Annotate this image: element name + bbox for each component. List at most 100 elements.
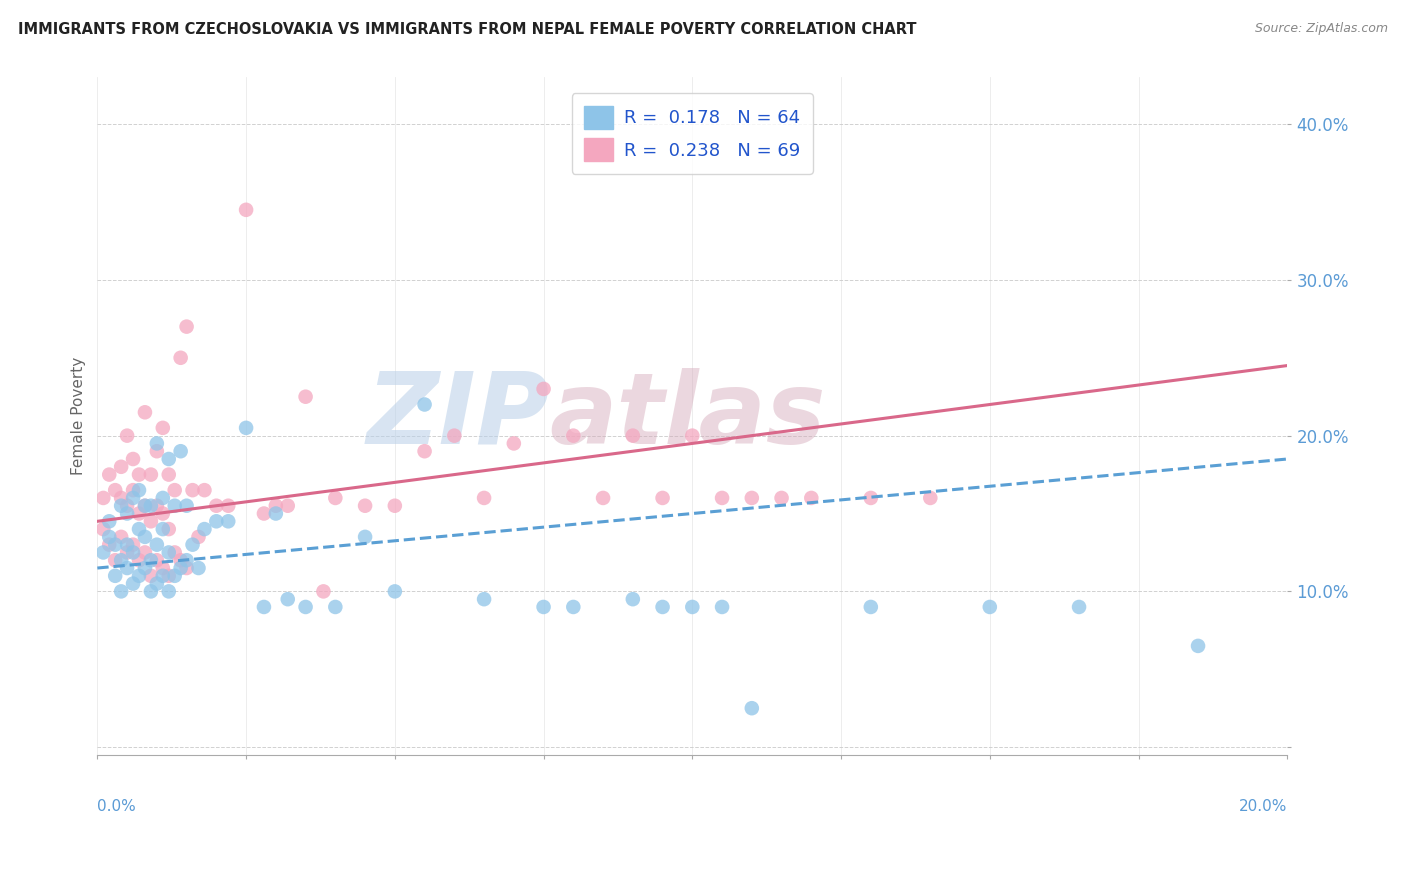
Point xyxy=(122,452,145,467)
Point xyxy=(325,491,347,505)
Point xyxy=(354,499,377,513)
Point xyxy=(134,530,156,544)
Legend: R =  0.178   N = 64, R =  0.238   N = 69: R = 0.178 N = 64, R = 0.238 N = 69 xyxy=(572,94,813,174)
Point xyxy=(128,569,150,583)
Point xyxy=(157,467,180,482)
Point xyxy=(277,499,299,513)
Point xyxy=(152,561,174,575)
Point xyxy=(91,491,114,505)
Point xyxy=(163,483,186,498)
Point xyxy=(128,483,150,498)
Point xyxy=(253,599,276,614)
Point xyxy=(139,514,162,528)
Point xyxy=(920,491,942,505)
Point xyxy=(128,467,150,482)
Point xyxy=(1187,639,1209,653)
Point xyxy=(979,599,1001,614)
Point xyxy=(264,499,287,513)
Point xyxy=(187,530,209,544)
Point xyxy=(163,499,186,513)
Point xyxy=(384,584,406,599)
Point xyxy=(443,428,465,442)
Point xyxy=(741,701,763,715)
Point xyxy=(163,569,186,583)
Point xyxy=(139,467,162,482)
Point xyxy=(205,514,228,528)
Point xyxy=(115,538,138,552)
Point xyxy=(134,545,156,559)
Point xyxy=(181,538,204,552)
Point xyxy=(146,576,169,591)
Point xyxy=(157,452,180,467)
Point xyxy=(152,507,174,521)
Point xyxy=(187,561,209,575)
Point xyxy=(800,491,823,505)
Point xyxy=(711,491,734,505)
Point xyxy=(157,569,180,583)
Point xyxy=(91,522,114,536)
Point xyxy=(681,599,703,614)
Point xyxy=(176,553,198,567)
Point xyxy=(110,459,132,474)
Point xyxy=(128,522,150,536)
Point xyxy=(859,599,882,614)
Point xyxy=(115,545,138,559)
Point xyxy=(122,576,145,591)
Point xyxy=(193,522,215,536)
Point xyxy=(139,569,162,583)
Point xyxy=(152,569,174,583)
Point xyxy=(169,561,191,575)
Point xyxy=(413,397,436,411)
Text: 20.0%: 20.0% xyxy=(1239,799,1288,814)
Point xyxy=(98,538,121,552)
Point xyxy=(1067,599,1090,614)
Point xyxy=(134,499,156,513)
Point xyxy=(859,491,882,505)
Point xyxy=(115,507,138,521)
Point xyxy=(651,491,673,505)
Point xyxy=(621,428,644,442)
Point xyxy=(741,491,763,505)
Point xyxy=(592,491,614,505)
Point xyxy=(294,390,316,404)
Point xyxy=(176,319,198,334)
Point xyxy=(134,499,156,513)
Point xyxy=(235,421,257,435)
Point xyxy=(128,507,150,521)
Point xyxy=(139,584,162,599)
Point xyxy=(110,584,132,599)
Point xyxy=(122,538,145,552)
Y-axis label: Female Poverty: Female Poverty xyxy=(72,357,86,475)
Point xyxy=(651,599,673,614)
Point xyxy=(139,499,162,513)
Point xyxy=(157,584,180,599)
Point xyxy=(115,561,138,575)
Point xyxy=(169,444,191,458)
Point xyxy=(110,499,132,513)
Point xyxy=(217,514,239,528)
Point xyxy=(104,483,127,498)
Point xyxy=(98,514,121,528)
Point xyxy=(413,444,436,458)
Point xyxy=(115,499,138,513)
Point xyxy=(122,491,145,505)
Point xyxy=(122,545,145,559)
Point xyxy=(217,499,239,513)
Point xyxy=(354,530,377,544)
Point xyxy=(193,483,215,498)
Point xyxy=(152,491,174,505)
Text: Source: ZipAtlas.com: Source: ZipAtlas.com xyxy=(1254,22,1388,36)
Point xyxy=(294,599,316,614)
Point xyxy=(176,499,198,513)
Point xyxy=(277,592,299,607)
Point xyxy=(502,436,524,450)
Point xyxy=(181,483,204,498)
Point xyxy=(472,491,495,505)
Point xyxy=(235,202,257,217)
Point xyxy=(110,491,132,505)
Point xyxy=(110,553,132,567)
Point xyxy=(152,421,174,435)
Point xyxy=(169,351,191,365)
Text: IMMIGRANTS FROM CZECHOSLOVAKIA VS IMMIGRANTS FROM NEPAL FEMALE POVERTY CORRELATI: IMMIGRANTS FROM CZECHOSLOVAKIA VS IMMIGR… xyxy=(18,22,917,37)
Point xyxy=(104,569,127,583)
